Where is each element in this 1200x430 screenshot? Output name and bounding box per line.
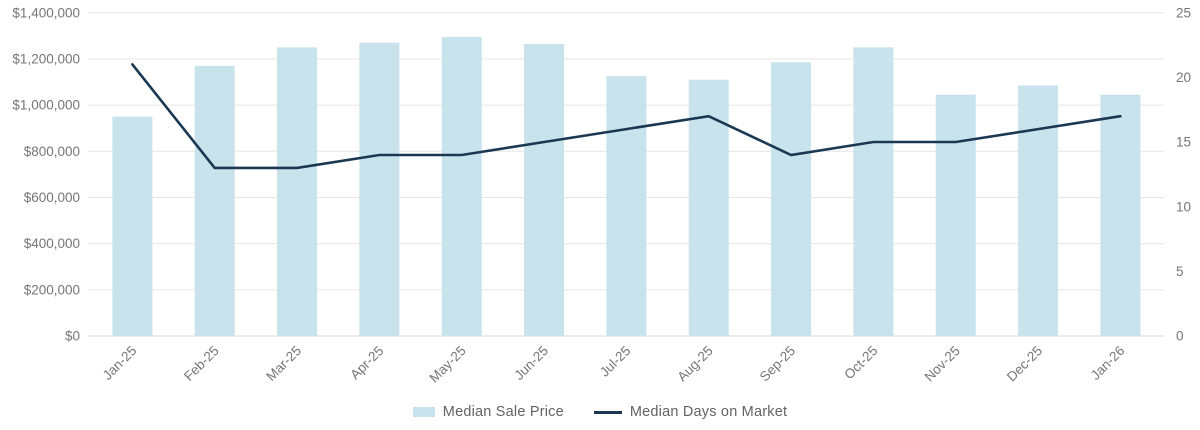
line-swatch-icon <box>593 410 622 414</box>
bar-median-sale-price[interactable] <box>1100 94 1141 336</box>
y-axis-tick-label: $1,200,000 <box>12 51 80 66</box>
bar-swatch-icon <box>412 407 435 417</box>
legend-label: Median Days on Market <box>629 404 788 420</box>
x-axis-tick-label: Jun-25 <box>511 343 551 383</box>
x-axis-tick-label: Jan-25 <box>100 343 140 383</box>
y2-axis-tick-label: 15 <box>1176 135 1191 150</box>
chart-legend: Median Sale Price Median Days on Market <box>0 401 1200 423</box>
y-axis-tick-label: $0 <box>65 329 80 344</box>
x-axis-tick-label: Nov-25 <box>922 343 963 384</box>
y2-axis-tick-label: 0 <box>1176 329 1184 344</box>
bar-median-sale-price[interactable] <box>441 36 482 336</box>
x-axis-tick-label: Mar-25 <box>263 343 304 384</box>
x-axis-tick-label: Oct-25 <box>841 343 880 382</box>
x-axis-tick-label: Sep-25 <box>757 343 798 384</box>
y2-axis-tick-label: 20 <box>1176 70 1191 85</box>
bar-median-sale-price[interactable] <box>853 47 894 336</box>
y2-axis-tick-label: 25 <box>1176 5 1191 20</box>
legend-label: Median Sale Price <box>442 404 564 420</box>
y-axis-tick-label: $200,000 <box>24 282 80 297</box>
y2-axis-tick-label: 5 <box>1176 264 1184 279</box>
y-axis-tick-label: $1,000,000 <box>12 98 80 113</box>
bar-median-sale-price[interactable] <box>606 76 647 337</box>
bar-median-sale-price[interactable] <box>112 116 153 336</box>
y-axis-tick-label: $600,000 <box>24 190 80 205</box>
bar-median-sale-price[interactable] <box>359 42 400 337</box>
x-axis-tick-label: May-25 <box>426 343 468 385</box>
x-axis-tick-label: Jan-26 <box>1088 343 1128 383</box>
bar-median-sale-price[interactable] <box>935 94 976 336</box>
x-axis-tick-label: Aug-25 <box>674 343 715 384</box>
x-axis-tick-label: Apr-25 <box>347 343 386 382</box>
legend-item-median-sale-price[interactable]: Median Sale Price <box>412 404 564 420</box>
bar-median-sale-price[interactable] <box>771 62 812 337</box>
y-axis-tick-label: $1,400,000 <box>12 5 80 20</box>
bar-median-sale-price[interactable] <box>524 43 565 336</box>
y-axis-tick-label: $400,000 <box>24 236 80 251</box>
y-axis-tick-label: $800,000 <box>24 144 80 159</box>
x-axis-tick-label: Feb-25 <box>181 343 222 384</box>
x-axis-tick-label: Dec-25 <box>1004 343 1045 384</box>
y2-axis-tick-label: 10 <box>1176 199 1191 214</box>
bar-median-sale-price[interactable] <box>1018 85 1059 336</box>
x-axis-tick-label: Jul-25 <box>597 343 634 380</box>
bar-median-sale-price[interactable] <box>277 47 318 336</box>
line-median-days-on-market <box>131 63 1122 170</box>
legend-item-median-days-on-market[interactable]: Median Days on Market <box>593 404 788 420</box>
bar-median-sale-price[interactable] <box>194 65 235 336</box>
